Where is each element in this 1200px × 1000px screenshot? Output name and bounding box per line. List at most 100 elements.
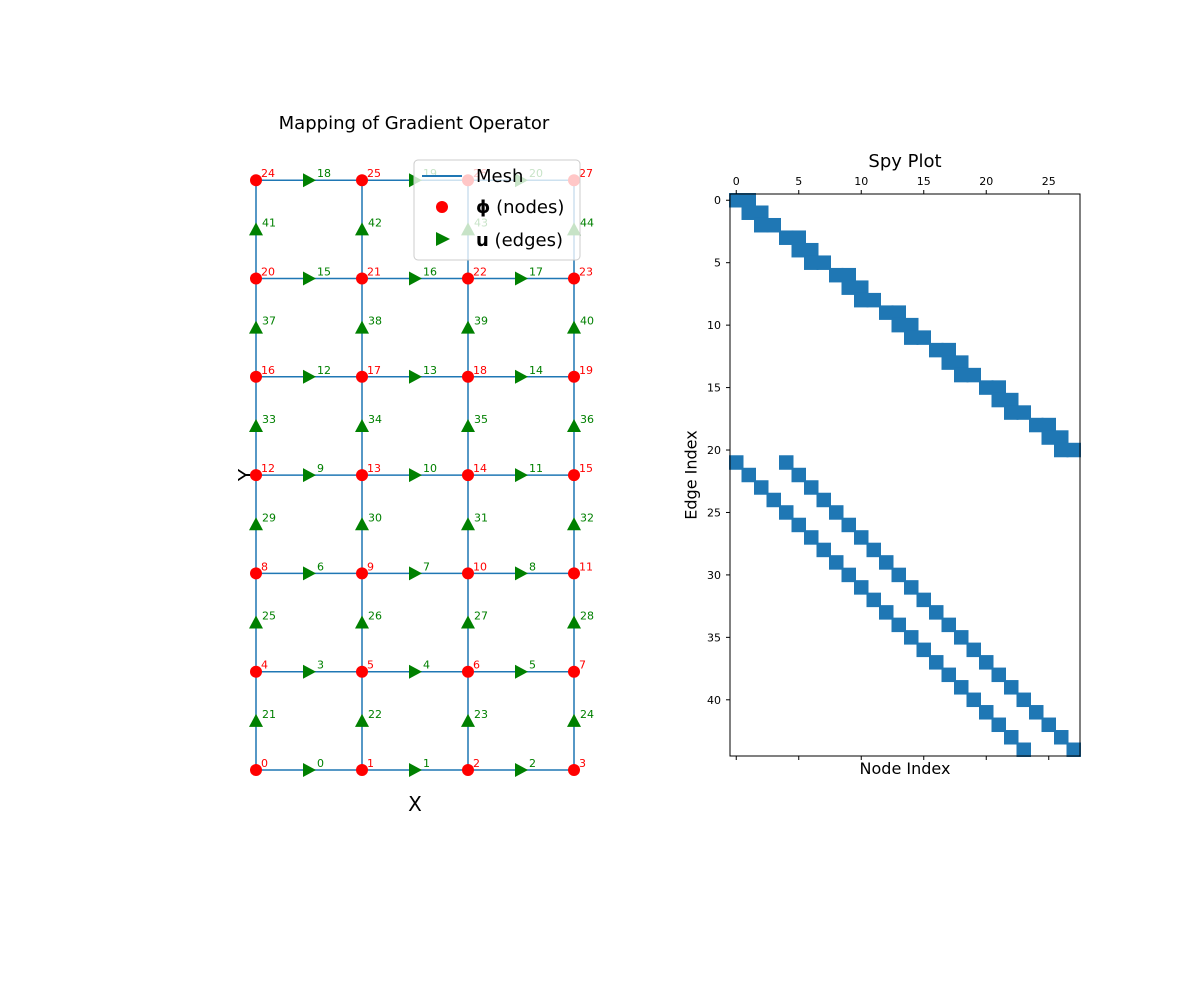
spy-xtick-label: 15	[917, 175, 931, 188]
node-marker	[462, 764, 474, 776]
node-label: 7	[579, 659, 586, 672]
edge-marker-vertical	[461, 320, 475, 334]
spy-ytick-label: 0	[714, 194, 721, 207]
edge-marker-horizontal	[409, 566, 422, 581]
legend-node-text: (nodes)	[490, 197, 564, 218]
node-label: 17	[367, 364, 381, 377]
spy-cells	[729, 193, 1081, 757]
node-label: 5	[367, 659, 374, 672]
mesh-xlabel: X	[408, 792, 422, 816]
edge-label: 1	[423, 757, 430, 770]
edge-marker-horizontal	[515, 271, 528, 286]
spy-nonzero	[1029, 705, 1044, 720]
edge-label: 3	[317, 659, 324, 672]
edge-label: 21	[262, 708, 276, 721]
spy-nonzero	[754, 217, 769, 233]
edge-marker-horizontal	[303, 566, 316, 581]
spy-panel: Spy Plot Node Index Edge Index 0 5 10 15 20 2…	[682, 151, 1081, 778]
edge-label: 40	[580, 315, 594, 328]
edge-marker-horizontal	[515, 763, 528, 777]
node-label: 11	[579, 560, 593, 573]
spy-nonzero	[1004, 405, 1019, 420]
edge-marker-horizontal	[409, 468, 422, 483]
spy-nonzero	[779, 505, 794, 520]
edge-label: 25	[262, 610, 276, 623]
node-marker	[568, 469, 580, 482]
node-marker	[356, 174, 368, 187]
edge-label: 23	[474, 708, 488, 721]
edge-marker-horizontal	[515, 468, 528, 483]
node-label: 13	[367, 462, 381, 475]
spy-nonzero	[991, 717, 1006, 733]
spy-nonzero	[916, 330, 931, 345]
edge-marker-vertical	[355, 615, 369, 629]
edge-marker-horizontal	[409, 664, 422, 679]
node-label: 22	[473, 266, 487, 279]
legend-edge-marker	[436, 232, 450, 246]
spy-nonzero	[904, 630, 919, 645]
spy-nonzero	[1066, 442, 1081, 458]
spy-nonzero	[1016, 742, 1031, 757]
edge-label: 7	[423, 560, 430, 573]
spy-nonzero	[779, 455, 794, 470]
edge-marker-vertical	[355, 222, 369, 236]
legend-mesh-label: Mesh	[476, 166, 523, 187]
spy-nonzero	[1066, 742, 1081, 757]
node-marker	[250, 665, 262, 678]
spy-nonzero	[841, 280, 856, 295]
spy-nonzero	[954, 680, 969, 695]
edge-marker-horizontal	[515, 369, 528, 384]
spy-ytick-label: 20	[707, 444, 721, 457]
spy-nonzero	[891, 305, 906, 320]
spy-nonzero	[954, 630, 969, 645]
spy-nonzero	[804, 242, 819, 258]
spy-nonzero	[929, 605, 944, 620]
node-marker	[356, 665, 368, 678]
spy-ylabel: Edge Index	[682, 430, 701, 519]
spy-nonzero	[1041, 417, 1056, 433]
spy-nonzero	[866, 592, 881, 608]
edge-label: 9	[317, 462, 324, 475]
mesh-title: Mapping of Gradient Operator	[279, 113, 550, 134]
edge-marker-horizontal	[303, 468, 316, 483]
spy-nonzero	[929, 655, 944, 670]
node-label: 20	[261, 266, 275, 279]
edge-marker-vertical	[461, 517, 475, 531]
edge-marker-vertical	[355, 517, 369, 531]
edge-label: 22	[368, 708, 382, 721]
edge-label: 0	[317, 757, 324, 770]
spy-nonzero	[1016, 692, 1031, 708]
edge-marker-horizontal	[515, 664, 528, 679]
spy-nonzero	[754, 480, 769, 495]
spy-nonzero	[766, 492, 781, 508]
legend-node-symbol: ϕ	[476, 197, 490, 218]
spy-nonzero	[1029, 417, 1044, 433]
edge-label: 39	[474, 315, 488, 328]
edge-label: 37	[262, 315, 276, 328]
edge-marker-horizontal	[515, 566, 528, 581]
spy-nonzero	[729, 455, 744, 470]
spy-nonzero	[966, 642, 981, 658]
edge-label: 2	[529, 757, 536, 770]
edge-marker-vertical	[249, 615, 263, 629]
spy-nonzero	[991, 392, 1006, 408]
node-marker	[250, 370, 262, 383]
spy-nonzero	[866, 542, 881, 558]
node-label: 8	[261, 560, 268, 573]
edge-label: 10	[423, 462, 437, 475]
spy-nonzero	[1004, 680, 1019, 695]
node-marker	[250, 272, 262, 285]
spy-nonzero	[1004, 392, 1019, 408]
edge-marker-vertical	[355, 320, 369, 334]
spy-nonzero	[916, 642, 931, 658]
node-label: 15	[579, 462, 593, 475]
spy-nonzero	[904, 580, 919, 595]
spy-nonzero	[891, 567, 906, 583]
spy-nonzero	[866, 292, 881, 308]
edge-marker-horizontal	[303, 271, 316, 286]
spy-ticks: 0 5 10 15 20 25 0 5 10 15 20 25 30 35 40	[707, 175, 1056, 760]
spy-nonzero	[766, 217, 781, 233]
node-marker	[356, 469, 368, 482]
node-marker	[356, 764, 368, 776]
